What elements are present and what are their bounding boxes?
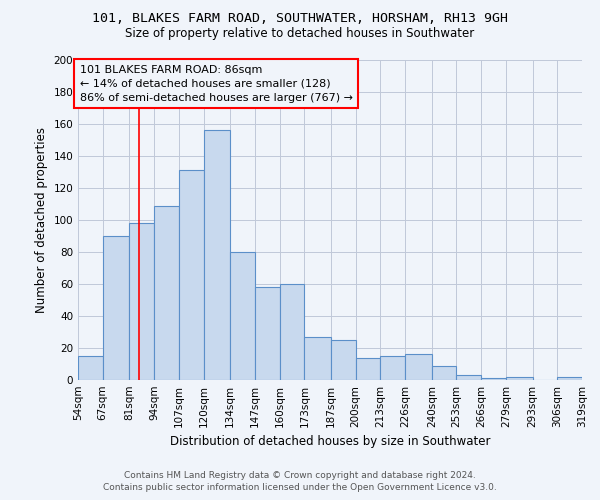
Bar	[255, 287, 280, 380]
Text: 101 BLAKES FARM ROAD: 86sqm
← 14% of detached houses are smaller (128)
86% of se: 101 BLAKES FARM ROAD: 86sqm ← 14% of det…	[80, 65, 353, 103]
Bar	[481, 378, 506, 380]
Text: Size of property relative to detached houses in Southwater: Size of property relative to detached ho…	[125, 28, 475, 40]
Bar	[356, 358, 380, 380]
Bar	[405, 354, 432, 380]
Bar	[179, 170, 203, 380]
Bar	[230, 252, 255, 380]
Bar	[331, 340, 356, 380]
Bar	[304, 337, 331, 380]
Bar	[380, 356, 405, 380]
Bar	[280, 284, 304, 380]
X-axis label: Distribution of detached houses by size in Southwater: Distribution of detached houses by size …	[170, 436, 490, 448]
Text: 101, BLAKES FARM ROAD, SOUTHWATER, HORSHAM, RH13 9GH: 101, BLAKES FARM ROAD, SOUTHWATER, HORSH…	[92, 12, 508, 26]
Bar	[154, 206, 179, 380]
Text: Contains HM Land Registry data © Crown copyright and database right 2024.: Contains HM Land Registry data © Crown c…	[124, 471, 476, 480]
Bar	[103, 236, 130, 380]
Bar	[432, 366, 457, 380]
Bar	[506, 377, 533, 380]
Text: Contains public sector information licensed under the Open Government Licence v3: Contains public sector information licen…	[103, 484, 497, 492]
Bar	[130, 223, 154, 380]
Y-axis label: Number of detached properties: Number of detached properties	[35, 127, 48, 313]
Bar	[78, 356, 103, 380]
Bar	[203, 130, 230, 380]
Bar	[557, 377, 582, 380]
Bar	[457, 375, 481, 380]
